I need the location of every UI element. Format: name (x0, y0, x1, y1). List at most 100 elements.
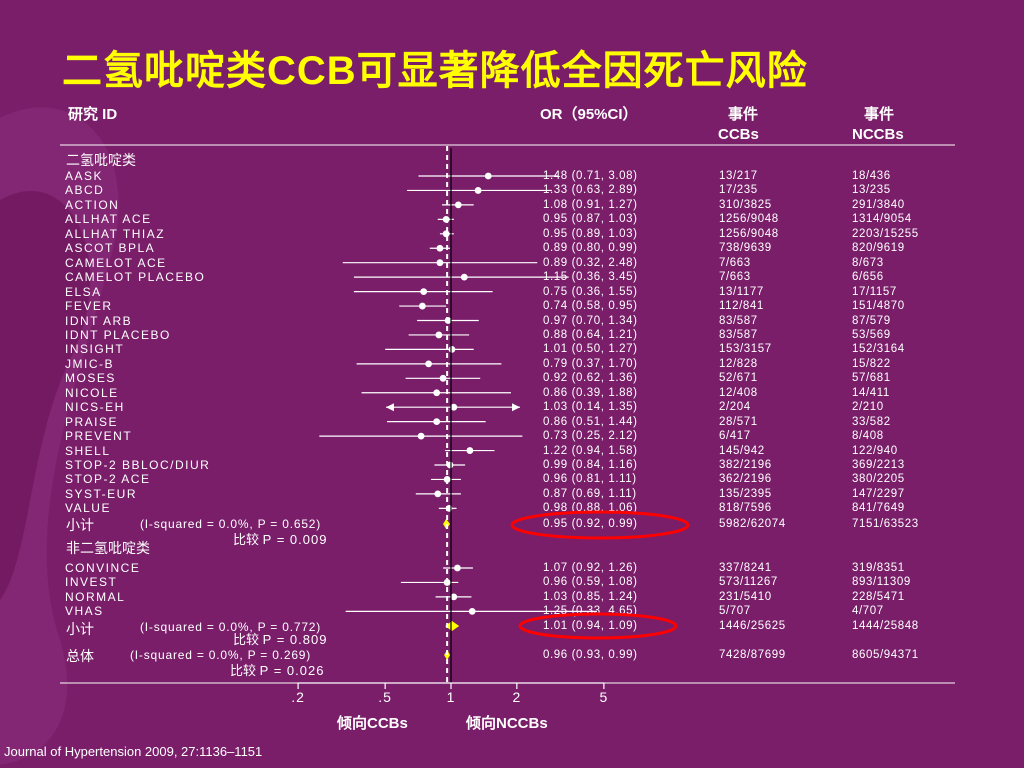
dhp-12-or-ci: 0.88 (0.64, 1.21) (543, 328, 638, 341)
dhp-8-or-ci: 1.15 (0.36, 3.45) (543, 271, 638, 284)
non-dhp-subtotal-events-ccb: 1446/25625 (719, 620, 786, 632)
dhp-23-events-ccb: 135/2395 (719, 487, 772, 500)
non-dhp-2-study-label: INVEST (65, 575, 118, 590)
dhp-20-events-ccb: 145/942 (719, 444, 765, 457)
dhp-19-study-label: PREVENT (65, 429, 133, 444)
dhp-18-events-nccb: 33/582 (852, 415, 891, 428)
dhp-7-or-ci: 0.89 (0.32, 2.48) (543, 256, 638, 269)
dhp-7-point-estimate (436, 259, 444, 267)
dhp-8-events-ccb: 7/663 (719, 271, 751, 284)
dhp-17-ci-arrow-right (512, 403, 520, 412)
dhp-19-events-ccb: 6/417 (719, 430, 751, 443)
dhp-17-events-ccb: 2/204 (719, 401, 751, 414)
dhp-5-events-nccb: 2203/15255 (852, 227, 919, 240)
dhp-17-or-ci: 1.03 (0.14, 1.35) (543, 401, 638, 414)
dhp-14-events-nccb: 15/822 (852, 357, 891, 370)
dhp-12-point-estimate (435, 331, 443, 339)
dhp-18-point-estimate (433, 418, 441, 426)
dhp-15-study-label: MOSES (65, 371, 116, 386)
dhp-1-or-ci: 1.48 (0.71, 3.08) (543, 170, 638, 182)
non-dhp-3-events-nccb: 228/5471 (852, 590, 905, 603)
dhp-1-point-estimate (484, 172, 492, 180)
dhp-3-study-label: ACTION (65, 197, 120, 212)
dhp-13-or-ci: 1.01 (0.50, 1.27) (543, 343, 638, 356)
non-dhp-1-or-ci: 1.07 (0.92, 1.26) (543, 562, 638, 574)
dhp-16-point-estimate (433, 389, 441, 397)
dhp-14-or-ci: 0.79 (0.37, 1.70) (543, 357, 638, 370)
dhp-24-study-label: VALUE (65, 501, 111, 516)
non-dhp-2-events-ccb: 573/11267 (719, 576, 778, 589)
dhp-11-events-nccb: 87/579 (852, 314, 891, 327)
dhp-9-or-ci: 0.75 (0.36, 1.55) (543, 285, 638, 298)
dhp-18-study-label: PRAISE (65, 414, 119, 429)
overall-compare-p: P = 0.026 (259, 663, 325, 678)
non-dhp-2-or-ci: 0.96 (0.59, 1.08) (543, 576, 638, 589)
dhp-1-events-ccb: 13/217 (719, 170, 758, 182)
dhp-17-events-nccb: 2/210 (852, 401, 884, 414)
dhp-13-point-estimate (448, 346, 456, 353)
dhp-5-study-label: ALLHAT THIAZ (65, 226, 166, 241)
dhp-22-events-ccb: 362/2196 (719, 473, 772, 486)
non-dhp-4-point-estimate (468, 607, 476, 615)
dhp-7-events-ccb: 7/663 (719, 256, 751, 269)
dhp-2-point-estimate (474, 187, 482, 194)
dhp-6-events-ccb: 738/9639 (719, 242, 772, 255)
dhp-21-study-label: STOP-2 BBLOC/DIUR (65, 458, 211, 472)
non-dhp-compare: 比较 P = 0.809 (233, 629, 327, 648)
dhp-3-or-ci: 1.08 (0.91, 1.27) (543, 198, 638, 211)
non-dhp-1-study-label: CONVINCE (65, 561, 141, 575)
non-dhp-subtotal-label: 小计 (66, 621, 94, 637)
dhp-1-events-nccb: 18/436 (852, 170, 891, 182)
x-tick-label: .5 (378, 689, 392, 705)
dhp-19-or-ci: 0.73 (0.25, 2.12) (543, 430, 638, 443)
dhp-18-or-ci: 0.86 (0.51, 1.44) (543, 415, 638, 428)
dhp-10-point-estimate (418, 302, 426, 310)
dhp-23-or-ci: 0.87 (0.69, 1.11) (543, 487, 637, 500)
dhp-14-study-label: JMIC-B (65, 356, 114, 371)
compare-label: 比较 (233, 632, 260, 647)
dhp-22-study-label: STOP-2 ACE (65, 472, 151, 487)
dhp-11-study-label: IDNT ARB (65, 313, 133, 328)
header-or-ci: OR（95%CI） (540, 106, 638, 123)
dhp-9-study-label: ELSA (65, 284, 102, 299)
dhp-4-or-ci: 0.95 (0.87, 1.03) (543, 213, 638, 226)
non-dhp-1-events-ccb: 337/8241 (719, 562, 772, 574)
dhp-15-events-ccb: 52/671 (719, 372, 758, 385)
dhp-13-events-nccb: 152/3164 (852, 343, 905, 356)
dhp-24-events-ccb: 818/7596 (719, 502, 772, 515)
dhp-7-study-label: CAMELOT ACE (65, 255, 167, 270)
dhp-24-events-nccb: 841/7649 (852, 502, 905, 515)
dhp-21-point-estimate (446, 461, 454, 469)
highlight-ellipse-dhp (510, 510, 690, 540)
dhp-subtotal-or-ci: 0.95 (0.92, 0.99) (543, 518, 638, 530)
dhp-9-events-nccb: 17/1157 (852, 285, 897, 298)
overall-or-ci: 0.96 (0.93, 0.99) (543, 649, 638, 661)
non-dhp-3-or-ci: 1.03 (0.85, 1.24) (543, 590, 638, 603)
dhp-9-events-ccb: 13/1177 (719, 285, 764, 298)
dhp-8-study-label: CAMELOT PLACEBO (65, 270, 206, 285)
header-ccbs: CCBs (718, 126, 759, 143)
dhp-22-or-ci: 0.96 (0.81, 1.11) (543, 473, 637, 486)
dhp-4-events-nccb: 1314/9054 (852, 213, 912, 226)
x-axis-right-label: 倾向NCCBs (466, 715, 548, 732)
non-dhp-4-study-label: VHAS (65, 604, 104, 619)
dhp-5-events-ccb: 1256/9048 (719, 227, 779, 240)
dhp-2-events-ccb: 17/235 (719, 184, 758, 197)
dhp-22-events-nccb: 380/2205 (852, 473, 905, 486)
dhp-2-study-label: ABCD (65, 183, 105, 198)
header-study-id: 研究 ID (68, 106, 118, 123)
header-events-nccb: 事件 (864, 106, 895, 123)
header-nccbs: NCCBs (852, 126, 904, 143)
non-dhp-3-events-ccb: 231/5410 (719, 590, 772, 603)
non-dhp-3-study-label: NORMAL (65, 589, 126, 604)
compare-label: 比较 (230, 663, 257, 678)
group-non-dhp-label: 非二氢吡啶类 (66, 540, 150, 556)
dhp-20-events-nccb: 122/940 (852, 444, 898, 457)
dhp-19-point-estimate (417, 432, 425, 440)
dhp-6-study-label: ASCOT BPLA (65, 241, 156, 256)
dhp-8-point-estimate (460, 273, 468, 281)
dhp-17-point-estimate (450, 403, 458, 411)
non-dhp-subtotal-or-ci: 1.01 (0.94, 1.09) (543, 620, 638, 632)
